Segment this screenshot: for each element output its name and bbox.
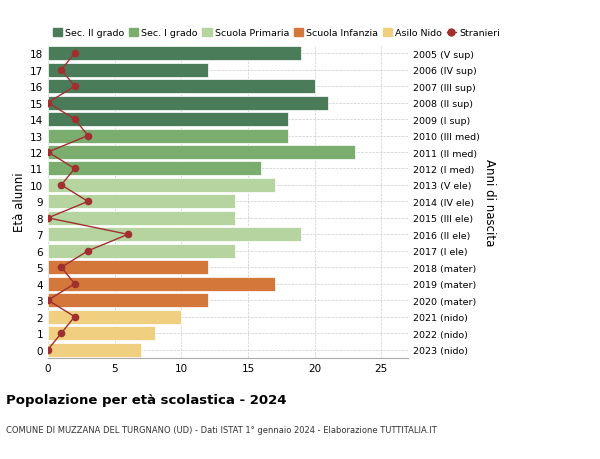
Text: Popolazione per età scolastica - 2024: Popolazione per età scolastica - 2024 xyxy=(6,393,287,406)
Bar xyxy=(48,244,235,258)
Bar xyxy=(48,113,288,127)
Bar xyxy=(48,343,142,357)
Bar xyxy=(48,212,235,225)
Bar xyxy=(48,80,314,94)
Bar xyxy=(48,310,181,324)
Bar xyxy=(48,63,208,78)
Bar xyxy=(48,47,301,61)
Y-axis label: Anni di nascita: Anni di nascita xyxy=(484,158,496,246)
Y-axis label: Età alunni: Età alunni xyxy=(13,172,26,232)
Bar xyxy=(48,162,262,176)
Bar xyxy=(48,277,275,291)
Bar xyxy=(48,179,275,192)
Bar xyxy=(48,261,208,274)
Bar xyxy=(48,195,235,209)
Bar xyxy=(48,129,288,143)
Legend: Sec. II grado, Sec. I grado, Scuola Primaria, Scuola Infanzia, Asilo Nido, Stran: Sec. II grado, Sec. I grado, Scuola Prim… xyxy=(53,29,500,38)
Bar xyxy=(48,326,155,341)
Bar xyxy=(48,294,208,308)
Bar xyxy=(48,146,355,160)
Bar xyxy=(48,96,328,110)
Text: COMUNE DI MUZZANA DEL TURGNANO (UD) - Dati ISTAT 1° gennaio 2024 - Elaborazione : COMUNE DI MUZZANA DEL TURGNANO (UD) - Da… xyxy=(6,425,437,434)
Bar xyxy=(48,228,301,242)
